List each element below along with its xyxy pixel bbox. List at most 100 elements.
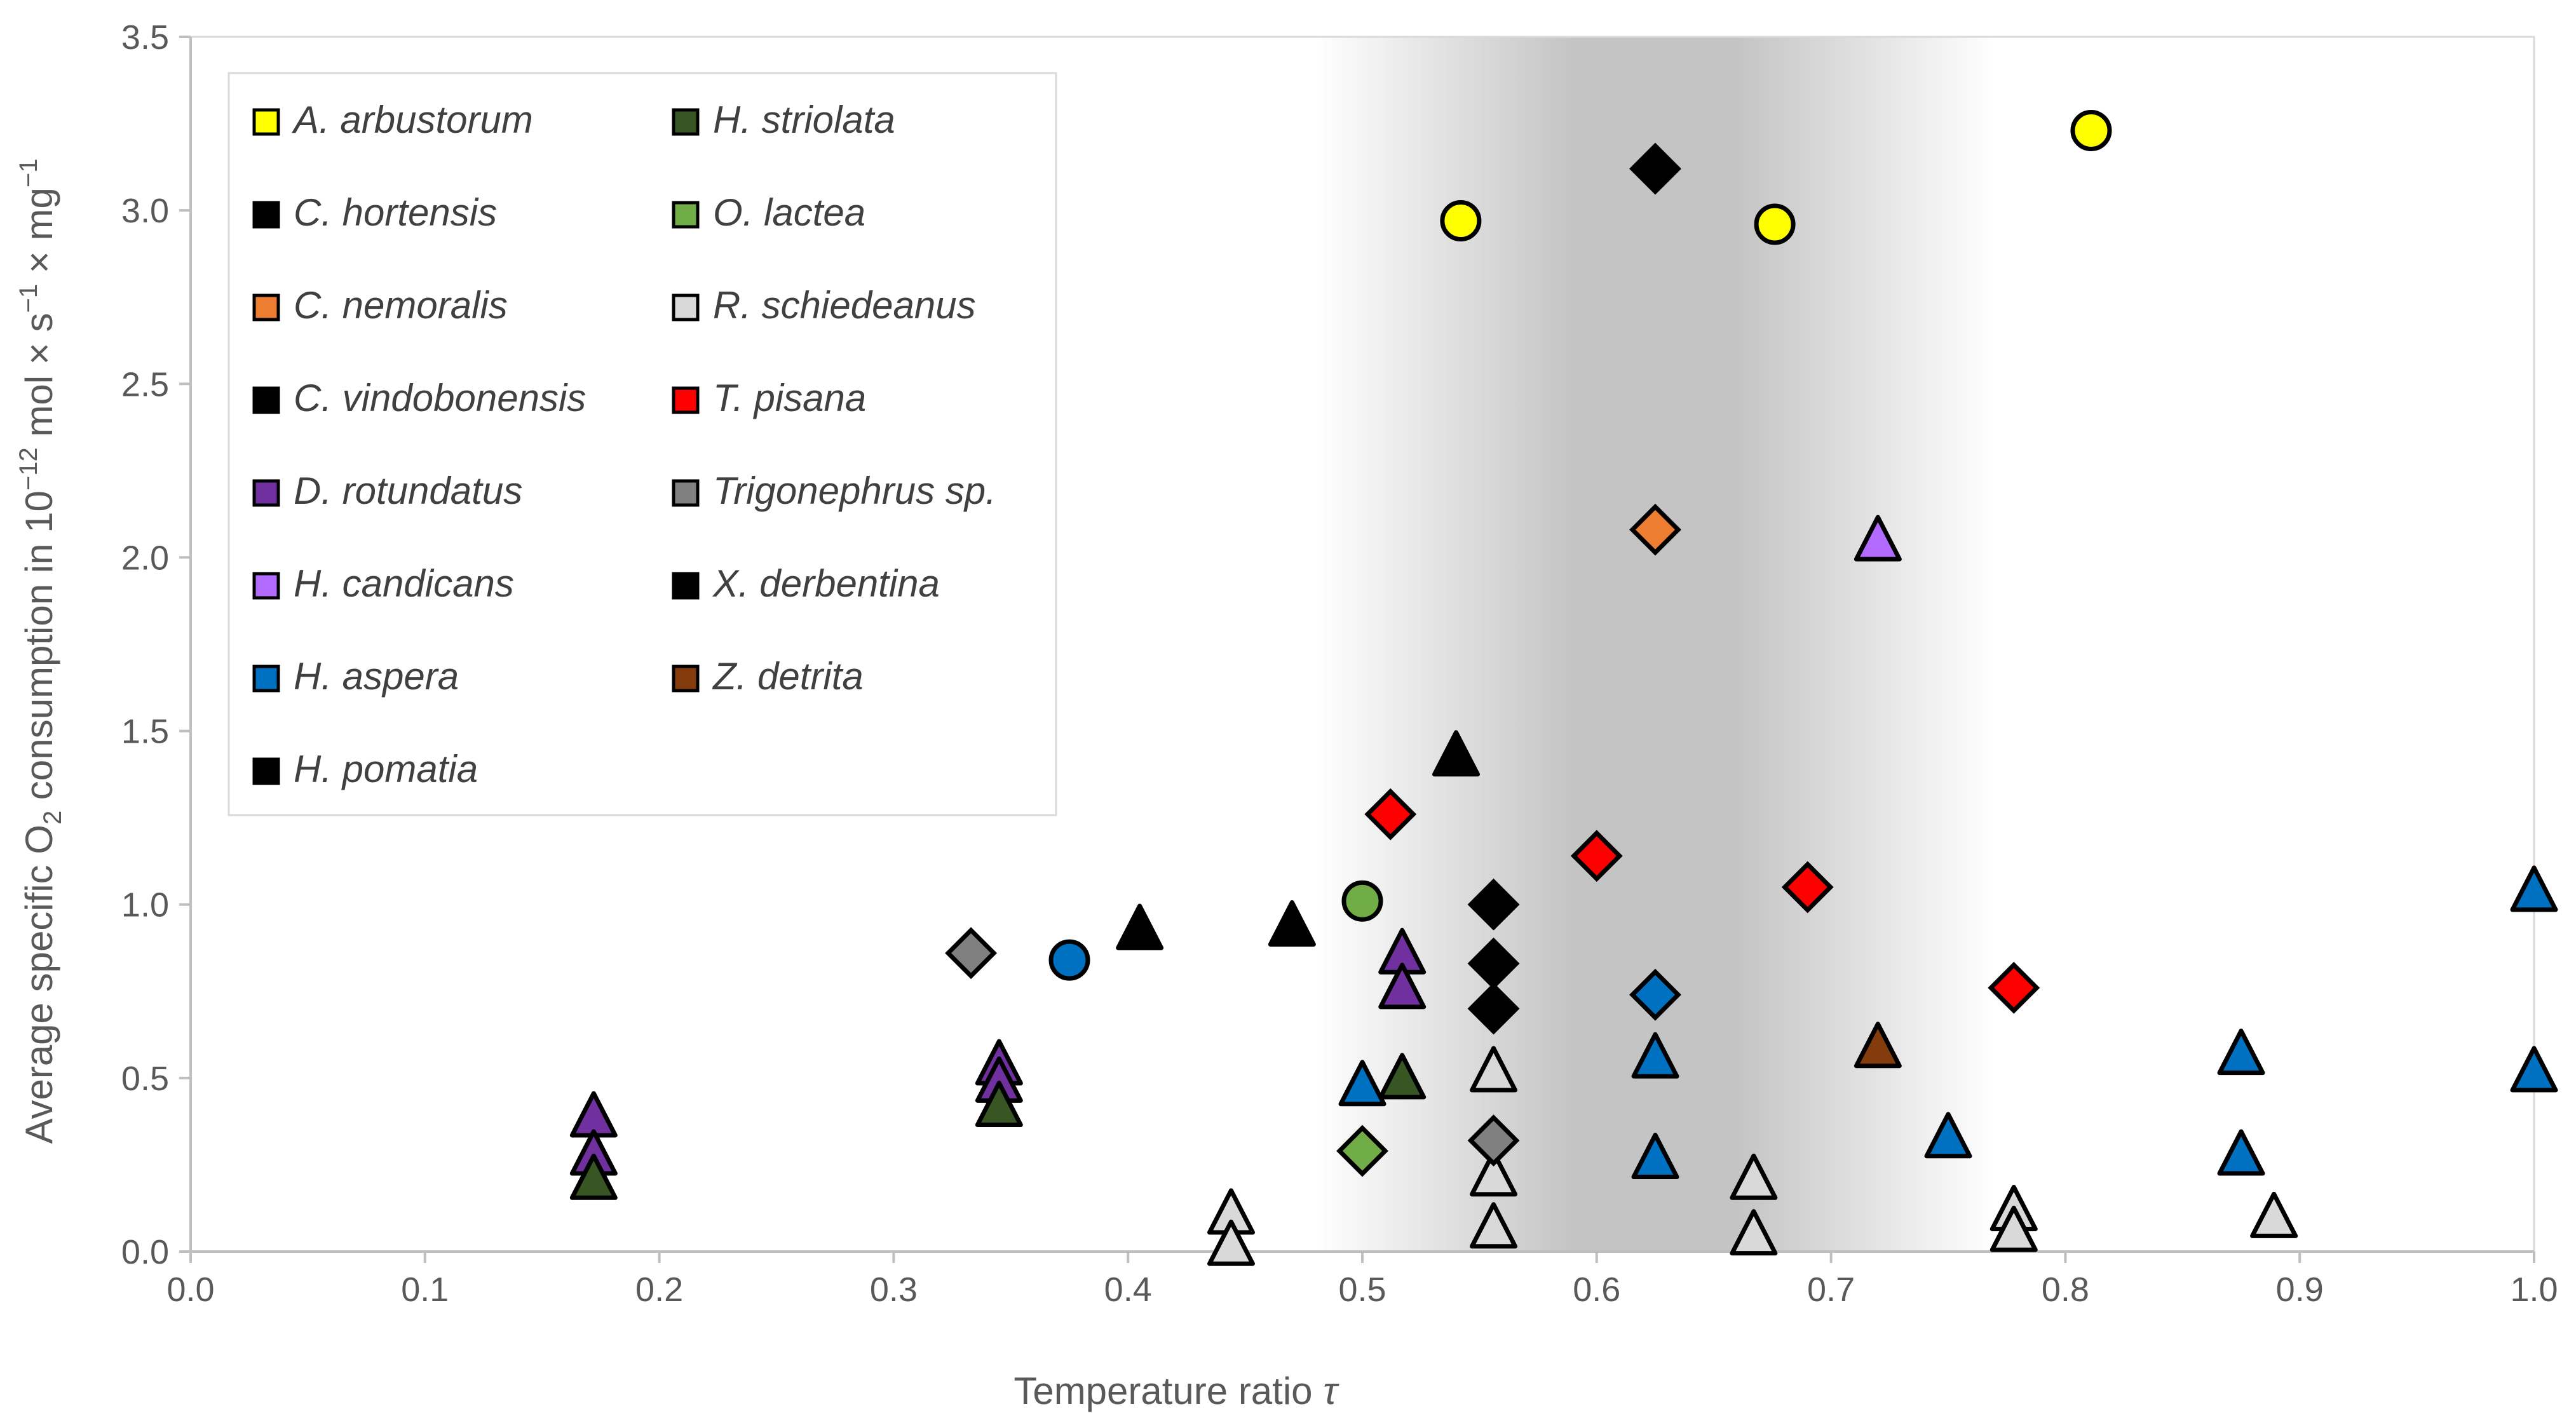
data-point	[1467, 982, 1520, 1035]
legend-label: C. hortensis	[294, 191, 497, 234]
data-point	[1364, 788, 1417, 841]
legend-label: H. aspera	[294, 655, 459, 698]
legend-swatch	[672, 108, 700, 136]
data-points	[569, 109, 2558, 1266]
y-axis-title: Average specific O2 consumption in 10−12…	[15, 159, 67, 1144]
y-axis: 0.0 0.5 1.0 1.5 2.0 2.5 3.0 3.5	[121, 18, 192, 1271]
legend-box	[227, 72, 1057, 816]
legend-label: D. rotundatus	[294, 469, 522, 512]
data-point	[1470, 1046, 1518, 1093]
data-point	[1924, 1112, 1972, 1159]
legend-label: X. derbentina	[712, 562, 940, 605]
y-tick-label: 1.0	[121, 886, 169, 924]
x-tick-label: 0.8	[2042, 1271, 2089, 1309]
legend-swatch	[252, 201, 280, 229]
y-tick-label: 0.0	[121, 1233, 169, 1271]
legend-swatch	[672, 572, 700, 600]
data-point	[1854, 515, 1902, 562]
data-point	[1378, 1053, 1427, 1100]
data-point	[1990, 1205, 2038, 1252]
data-point	[1730, 1209, 1778, 1256]
legend-label: H. pomatia	[294, 748, 478, 790]
data-point	[1570, 830, 1623, 882]
data-point	[2217, 1029, 2265, 1076]
data-point	[2510, 1046, 2558, 1093]
data-point	[1207, 1219, 1255, 1266]
legend-swatch	[672, 201, 700, 229]
x-tick-label: 0.4	[1104, 1271, 1152, 1309]
legend-swatch	[672, 665, 700, 692]
legend-swatch	[672, 479, 700, 507]
data-point	[1754, 203, 1796, 245]
legend: A. arbustorum C. hortensis C. nemoralis C. …	[227, 72, 1057, 816]
data-point	[1631, 1133, 1679, 1180]
legend-swatch	[672, 294, 700, 321]
data-point	[2250, 1191, 2298, 1238]
data-point	[975, 1081, 1023, 1128]
data-point	[1116, 903, 1164, 950]
data-point	[2070, 109, 2112, 151]
data-point	[1467, 878, 1520, 931]
legend-swatch	[252, 108, 280, 136]
legend-label: O. lactea	[713, 191, 865, 234]
legend-swatch	[252, 386, 280, 414]
data-point	[1781, 861, 1834, 914]
legend-label: C. vindobonensis	[294, 377, 586, 419]
data-point	[2217, 1129, 2265, 1176]
y-tick-label: 2.0	[121, 539, 169, 577]
data-point	[1378, 962, 1427, 1010]
y-tick-label: 3.0	[121, 192, 169, 230]
legend-label: C. nemoralis	[294, 284, 508, 327]
data-point	[1336, 1124, 1388, 1177]
legend-swatch	[672, 386, 700, 414]
x-tick-label: 0.3	[870, 1271, 918, 1309]
legend-swatch	[252, 479, 280, 507]
y-tick-label: 1.5	[121, 713, 169, 751]
data-point	[1470, 1202, 1518, 1249]
data-point	[1048, 939, 1090, 981]
legend-swatch	[252, 757, 280, 785]
data-point	[1470, 1150, 1518, 1197]
x-tick-label: 0.6	[1573, 1271, 1620, 1309]
data-point	[1341, 880, 1383, 922]
x-tick-label: 0.5	[1338, 1271, 1386, 1309]
data-point	[569, 1091, 618, 1138]
legend-label: Trigonephrus sp.	[713, 469, 996, 512]
legend-label: H. candicans	[294, 562, 514, 605]
legend-swatch	[252, 294, 280, 321]
data-point	[1988, 961, 2040, 1014]
legend-label: Z. detrita	[712, 655, 864, 698]
x-tick-label: 0.1	[401, 1271, 449, 1309]
data-point	[1440, 200, 1482, 242]
data-point	[1268, 900, 1316, 947]
data-point	[945, 927, 998, 980]
y-tick-label: 2.5	[121, 365, 169, 403]
x-axis-title: Temperature ratio τ	[1013, 1370, 1339, 1412]
x-tick-label: 1.0	[2510, 1271, 2558, 1309]
data-point	[1730, 1153, 1778, 1200]
data-point	[1854, 1022, 1902, 1069]
x-tick-label: 0.9	[2276, 1271, 2324, 1309]
legend-label: R. schiedeanus	[713, 284, 976, 327]
data-point	[2510, 865, 2558, 912]
x-axis-title-text: Temperature ratio	[1013, 1370, 1312, 1412]
x-tick-label: 0.2	[635, 1271, 683, 1309]
legend-label: A. arbustorum	[292, 98, 533, 141]
data-point	[1629, 503, 1681, 556]
data-point	[1467, 1114, 1520, 1167]
legend-swatch	[252, 665, 280, 692]
y-tick-label: 3.5	[121, 18, 169, 57]
x-tick-label: 0.0	[166, 1271, 214, 1309]
data-point	[1629, 968, 1681, 1021]
data-point	[1629, 142, 1681, 195]
data-point	[1432, 730, 1481, 777]
x-axis: 0.0 0.1 0.2 0.3 0.4 0.5 0.6 0.7 0.8 0.9 1.0	[166, 1250, 2558, 1309]
legend-label: H. striolata	[713, 98, 895, 141]
x-axis-title-symbol: τ	[1323, 1370, 1339, 1412]
x-tick-label: 0.7	[1807, 1271, 1855, 1309]
legend-swatch	[252, 572, 280, 600]
data-point	[569, 1153, 618, 1200]
data-point	[1338, 1060, 1386, 1107]
legend-label: T. pisana	[713, 377, 866, 419]
